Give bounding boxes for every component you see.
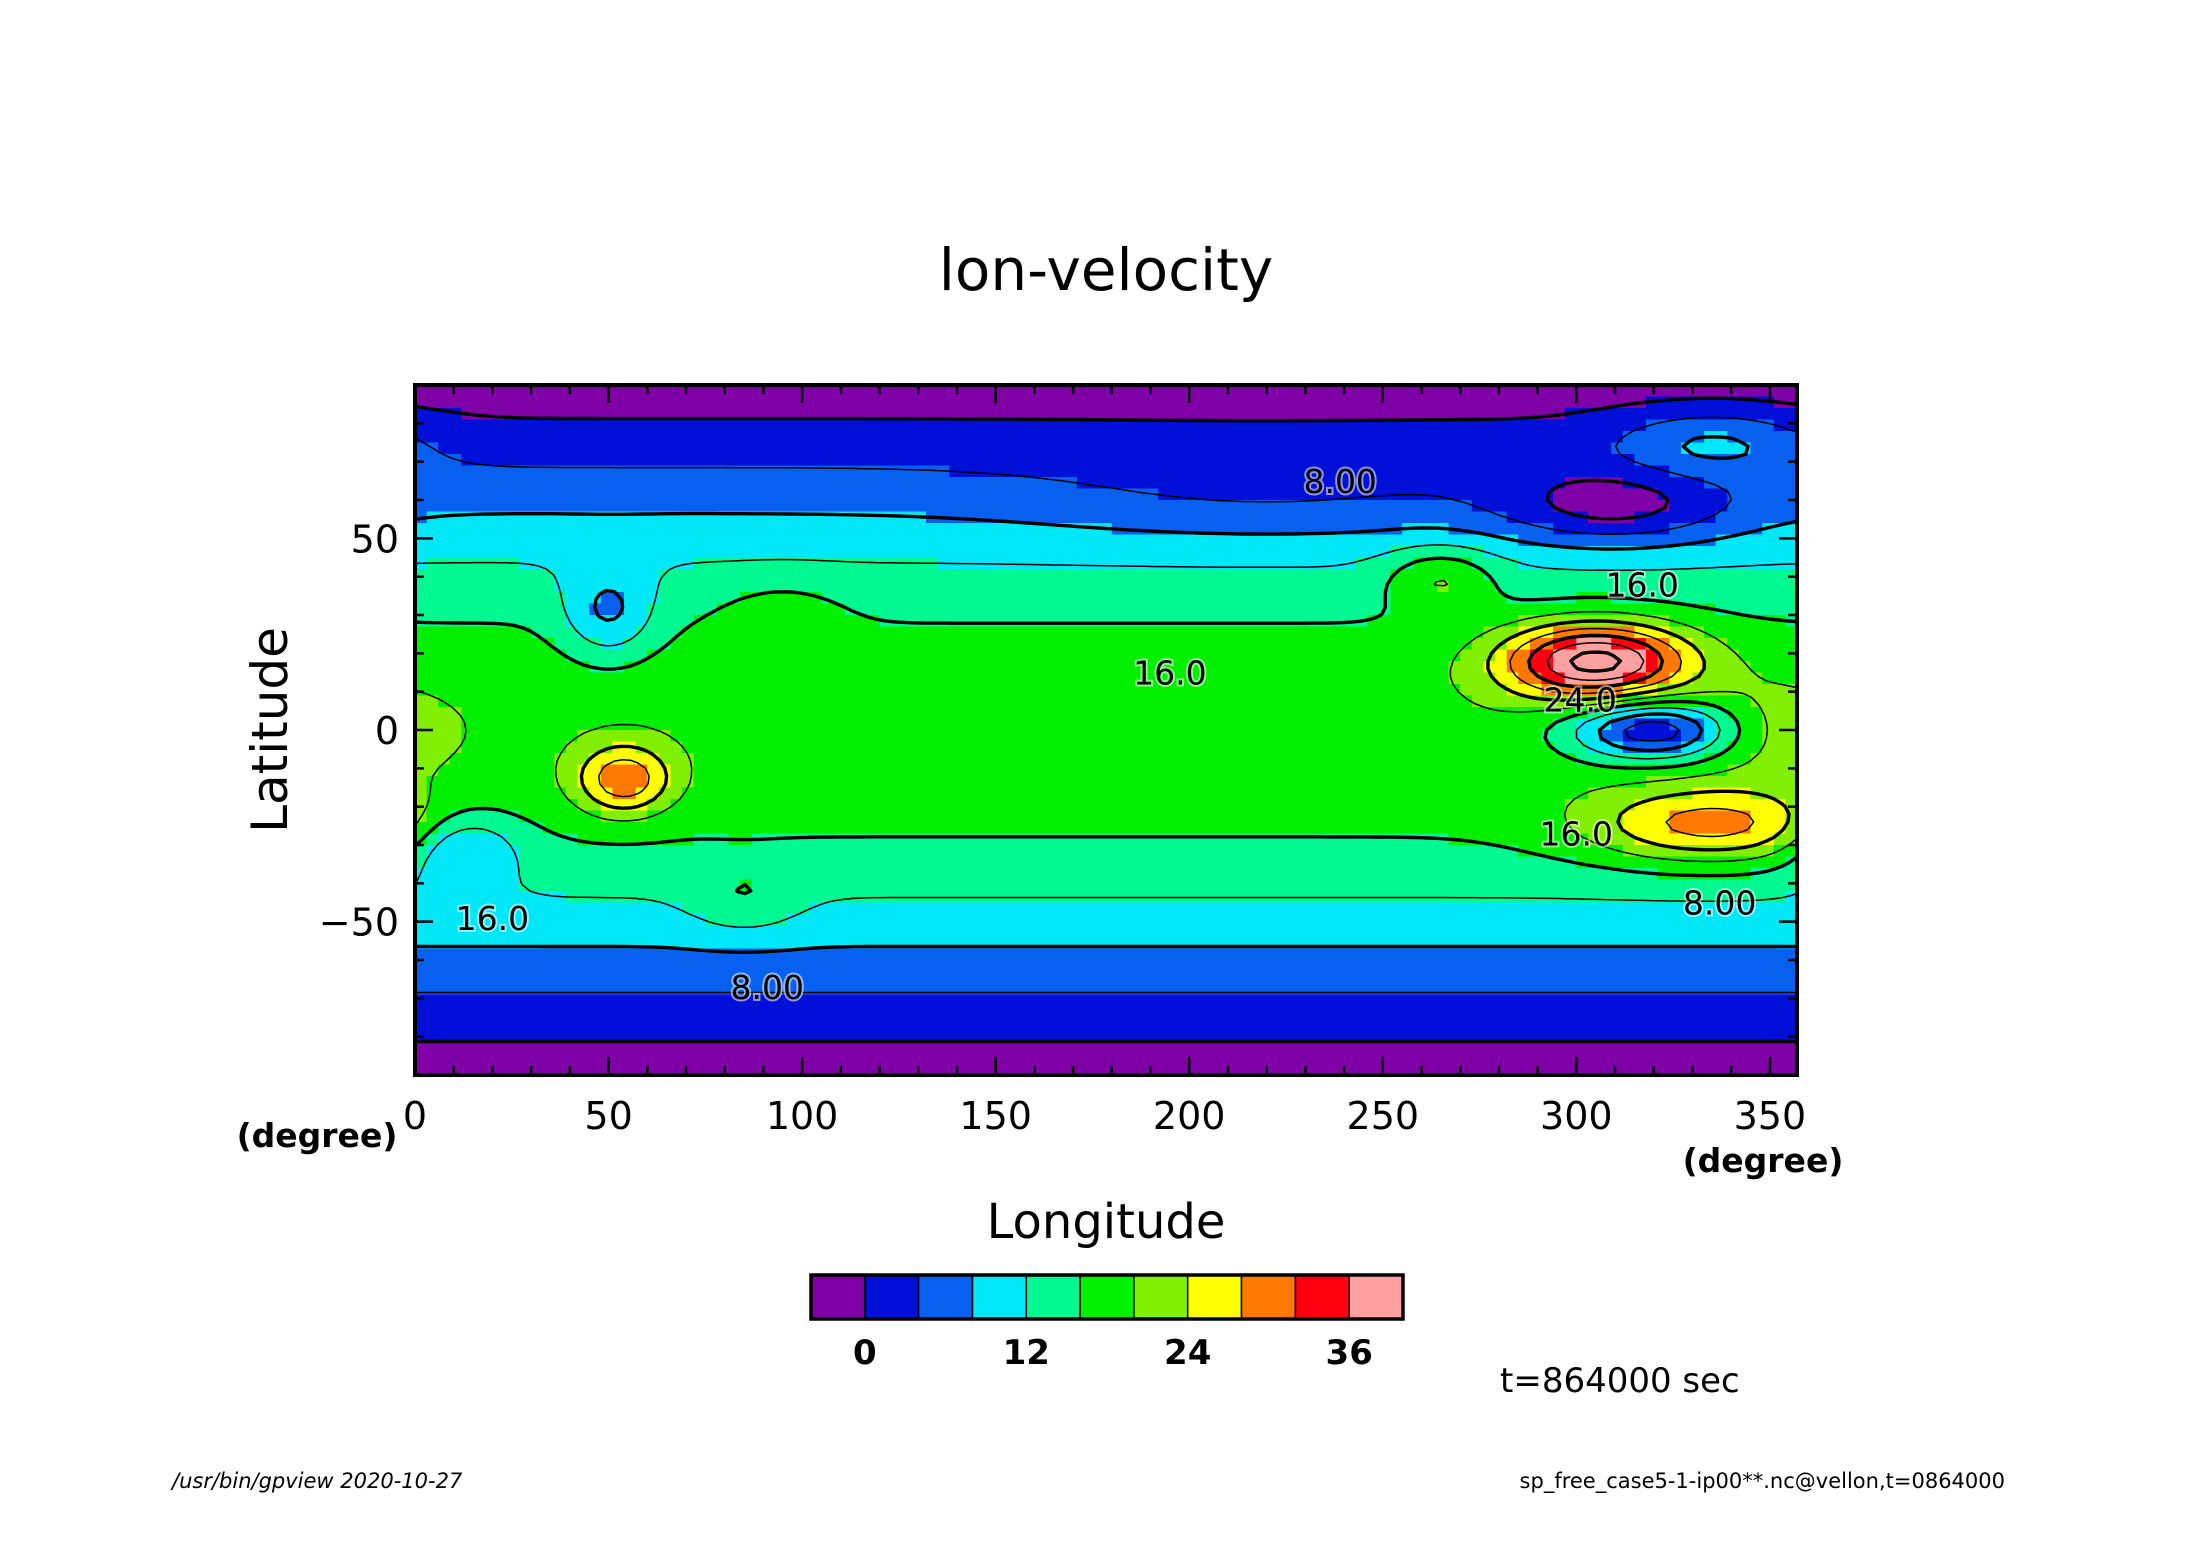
x-tick-label: 200 (1153, 1094, 1226, 1138)
y-tick-label: −50 (319, 901, 399, 945)
colorbar-tick-label: 36 (1326, 1333, 1373, 1373)
contour-label: 16.0 (1133, 654, 1206, 693)
x-axis-unit: (degree) (1683, 1141, 1844, 1180)
contour-line-40 (1569, 650, 1623, 673)
contour-line-36 (1546, 641, 1645, 682)
contour-labels: 8.00 16.0 16.0 24.0 16.0 8.00 16.0 8.00 (454, 460, 1759, 1009)
x-tick-label: 300 (1540, 1094, 1613, 1138)
contour-line-12 (415, 544, 1797, 929)
colorbar-swatch (1240, 1274, 1297, 1320)
colorbar-swatch (1025, 1274, 1081, 1320)
contour-field (415, 385, 1797, 1075)
colorbar-swatch (1079, 1274, 1135, 1320)
time-annotation: t=864000 sec (1500, 1361, 1740, 1401)
contour-label: 8.00 (731, 968, 804, 1007)
contour-label: 24.0 (1543, 680, 1616, 719)
contour-label: 16.0 (456, 899, 529, 938)
contour-line-28 (598, 627, 1755, 838)
y-tick-label: 0 (375, 709, 399, 753)
x-tick-label: 250 (1347, 1094, 1420, 1138)
colorbar-swatch (1294, 1274, 1350, 1320)
colorbar-swatch (1348, 1274, 1404, 1320)
axis-ticks: 0 50 100 150 200 250 300 350 −50 0 50 (319, 385, 1806, 1138)
colorbar-swatch (864, 1274, 920, 1320)
colorbar-tick-label: 0 (853, 1333, 877, 1373)
colorbar-tick-label: 24 (1164, 1333, 1211, 1373)
y-axis-label: Latitude (241, 627, 299, 833)
contour-line-8 (415, 435, 1797, 954)
colorbar-tick-label: 12 (1003, 1333, 1050, 1373)
footer-right: sp_free_case5-1-ip00**.nc@vellon,t=08640… (1520, 1469, 2005, 1494)
y-tick-label: 50 (351, 517, 399, 561)
colorbar: 0 12 24 36 (809, 1273, 1405, 1373)
footer-left: /usr/bin/gpview 2020-10-27 (170, 1469, 463, 1493)
colorbar-swatch (1186, 1274, 1243, 1320)
chart-title: lon-velocity (939, 236, 1273, 304)
y-axis-unit: (degree) (237, 1116, 398, 1155)
contour-label: 8.00 (1303, 462, 1376, 501)
contour-line-24 (579, 619, 1791, 852)
contour-line-16 (415, 556, 1797, 896)
contour-label: 16.0 (1605, 565, 1678, 604)
colorbar-swatch (917, 1274, 974, 1320)
x-tick-label: 50 (584, 1094, 632, 1138)
contour-line-4 (415, 416, 1797, 994)
colorbar-swatch (971, 1274, 1028, 1320)
x-axis-label: Longitude (987, 1194, 1226, 1250)
colorbar-swatch (810, 1274, 866, 1320)
contour-label: 8.00 (1683, 884, 1756, 923)
colorbar-swatch (1133, 1274, 1189, 1320)
x-tick-label: 0 (403, 1094, 427, 1138)
contour-label: 16.0 (1540, 815, 1613, 854)
contour-line-32 (1527, 633, 1665, 689)
x-tick-label: 350 (1734, 1094, 1807, 1138)
x-tick-label: 100 (766, 1094, 839, 1138)
contour-line-0 (415, 396, 1797, 1044)
contour-line-20 (415, 579, 1797, 863)
x-tick-label: 150 (959, 1094, 1032, 1138)
